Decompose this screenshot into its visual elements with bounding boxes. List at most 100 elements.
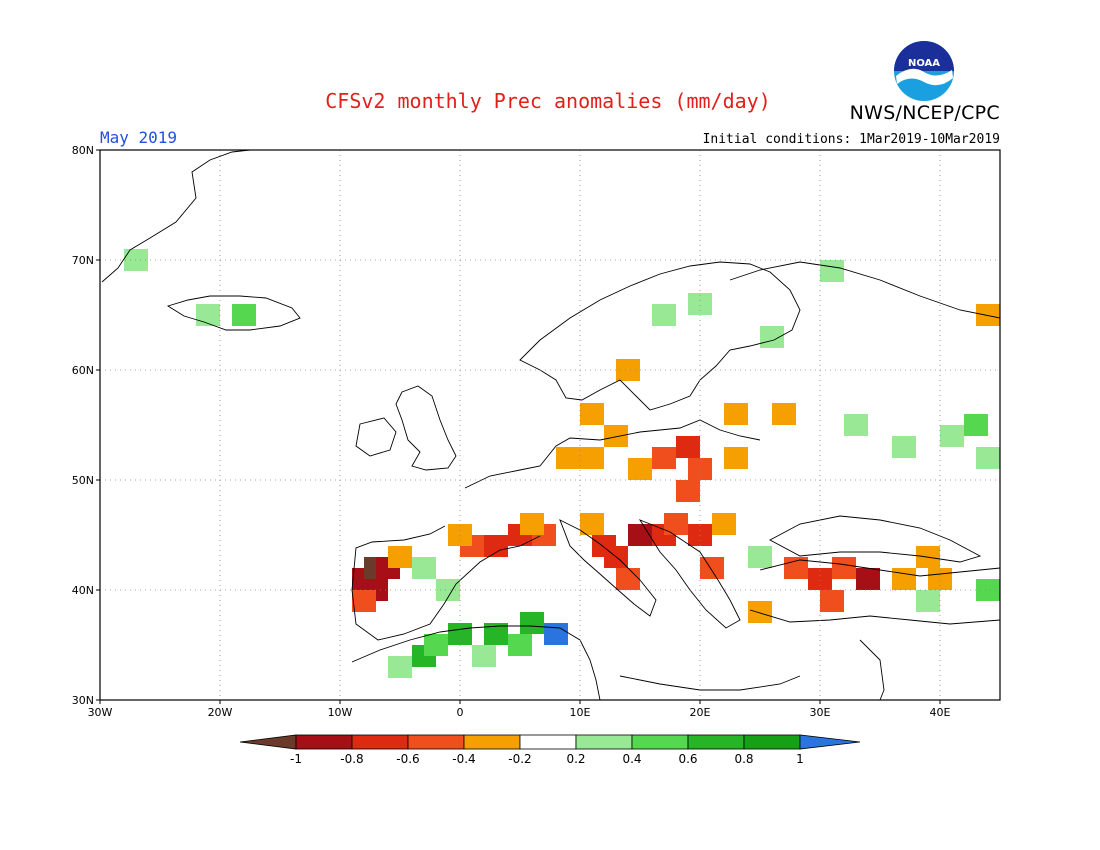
anomaly-cell xyxy=(856,568,880,590)
colorbar-tick-label: 0.8 xyxy=(734,752,753,766)
colorbar-low-arrow xyxy=(239,734,297,750)
lat-tick-label: 30N xyxy=(72,694,94,707)
lat-tick-label: 70N xyxy=(72,254,94,267)
colorbar-box xyxy=(631,734,689,750)
anomaly-cell xyxy=(808,568,832,590)
anomaly-cell xyxy=(676,480,700,502)
lat-tick-label: 60N xyxy=(72,364,94,377)
anomaly-cell xyxy=(760,326,784,348)
anomaly-cell xyxy=(472,645,496,667)
colorbar-box xyxy=(295,734,353,750)
anomaly-cell xyxy=(616,568,640,590)
anomaly-cell xyxy=(652,304,676,326)
anomaly-cell xyxy=(388,546,412,568)
anomaly-cell xyxy=(388,656,412,678)
anomaly-cell xyxy=(616,359,640,381)
colorbar-high-arrow xyxy=(799,734,861,750)
anomaly-cell xyxy=(352,590,376,612)
colorbar-box xyxy=(519,734,577,750)
colorbar-box xyxy=(687,734,745,750)
anomaly-cell xyxy=(712,513,736,535)
anomaly-cell xyxy=(976,304,1000,326)
initial-conditions: Initial conditions: 1Mar2019-10Mar2019 xyxy=(702,132,1000,147)
anomaly-cell xyxy=(580,513,604,535)
colorbar-box xyxy=(743,734,801,750)
colorbar-tick-label: 0.4 xyxy=(622,752,641,766)
lon-tick-label: 20W xyxy=(208,706,233,719)
anomaly-cell xyxy=(844,414,868,436)
anomaly-cell xyxy=(928,568,952,590)
lon-tick-label: 30W xyxy=(88,706,113,719)
colorbar-tick-label: -0.4 xyxy=(452,752,475,766)
anomaly-cell xyxy=(892,436,916,458)
colorbar-tick-label: -0.8 xyxy=(340,752,363,766)
gridlines xyxy=(100,150,1000,700)
lon-tick-label: 10W xyxy=(328,706,353,719)
colorbar-tick-label: 0.2 xyxy=(566,752,585,766)
colorbar-tick-label: -0.6 xyxy=(396,752,419,766)
colorbar-tick-label: 1 xyxy=(796,752,804,766)
anomaly-cell xyxy=(580,403,604,425)
anomaly-cell xyxy=(520,612,544,634)
anomaly-cell xyxy=(724,403,748,425)
colorbar-box xyxy=(351,734,409,750)
anomaly-cell xyxy=(652,447,676,469)
anomaly-cell xyxy=(484,535,508,557)
anomaly-cell xyxy=(976,579,1000,601)
colorbar-box xyxy=(407,734,465,750)
axis-ticks: 30W 20W 10W 0 10E 20E 30E 40E 30N 40N 50N 60N 70N 80N xyxy=(72,144,951,719)
anomaly-cell xyxy=(940,425,964,447)
anomaly-cell xyxy=(424,634,448,656)
lon-tick-label: 10E xyxy=(570,706,591,719)
anomaly-cell xyxy=(664,513,688,535)
noaa-logo-icon: NOAA xyxy=(894,41,954,101)
anomaly-cell xyxy=(676,436,700,458)
anomaly-cell xyxy=(628,524,652,546)
anomaly-cell xyxy=(520,513,544,535)
forecast-month: May 2019 xyxy=(100,128,178,147)
anomaly-cell xyxy=(832,557,856,579)
anomaly-cell xyxy=(748,546,772,568)
anomaly-cell xyxy=(436,579,460,601)
lon-tick-label: 40E xyxy=(930,706,951,719)
anomaly-cells xyxy=(124,249,1000,678)
anomaly-cell xyxy=(556,447,580,469)
lon-tick-label: 30E xyxy=(810,706,831,719)
coastlines xyxy=(101,149,1001,701)
anomaly-cell xyxy=(688,293,712,315)
anomaly-cell xyxy=(604,425,628,447)
anomaly-cell xyxy=(964,414,988,436)
anomaly-cell xyxy=(232,304,256,326)
anomaly-cell xyxy=(700,557,724,579)
anomaly-cell xyxy=(976,447,1000,469)
anomaly-cell xyxy=(820,590,844,612)
noaa-logo-text: NOAA xyxy=(908,58,940,69)
anomaly-cell xyxy=(580,447,604,469)
anomaly-cell xyxy=(724,447,748,469)
lon-tick-label: 20E xyxy=(690,706,711,719)
anomaly-cell xyxy=(196,304,220,326)
colorbar-tick-label: -0.2 xyxy=(508,752,531,766)
lat-tick-label: 40N xyxy=(72,584,94,597)
colorbar-tick-label: 0.6 xyxy=(678,752,697,766)
anomaly-cell xyxy=(412,557,436,579)
colorbar: -1 -0.8 -0.6 -0.4 -0.2 0.2 0.4 0.6 0.8 1 xyxy=(239,734,861,766)
anomaly-cell xyxy=(544,623,568,645)
agency-label: NWS/NCEP/CPC xyxy=(849,102,1000,124)
anomaly-cell xyxy=(448,623,472,645)
colorbar-box xyxy=(575,734,633,750)
anomaly-cell xyxy=(892,568,916,590)
anomaly-cell xyxy=(484,623,508,645)
chart-title: CFSv2 monthly Prec anomalies (mm/day) xyxy=(325,89,771,113)
anomaly-cell xyxy=(628,458,652,480)
anomaly-cell xyxy=(748,601,772,623)
anomaly-cell xyxy=(820,260,844,282)
lat-tick-label: 50N xyxy=(72,474,94,487)
colorbar-box xyxy=(463,734,521,750)
lat-tick-label: 80N xyxy=(72,144,94,157)
lon-tick-label: 0 xyxy=(457,706,464,719)
colorbar-tick-label: -1 xyxy=(290,752,302,766)
anomaly-cell xyxy=(508,634,532,656)
map-frame xyxy=(99,149,1001,701)
